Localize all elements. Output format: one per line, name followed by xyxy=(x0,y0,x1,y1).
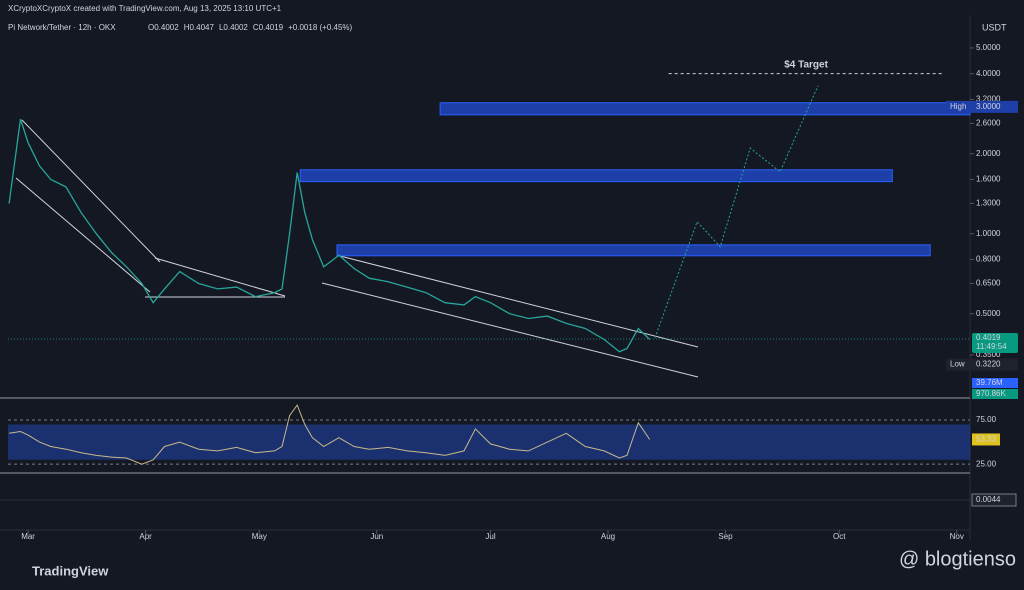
y-tick-label: 0.5000 xyxy=(976,309,1001,318)
y-tick-label: 1.6000 xyxy=(976,175,1001,184)
x-tick-label: Aug xyxy=(601,532,615,541)
volume-tag xyxy=(972,389,1018,399)
low-value: 0.3220 xyxy=(976,360,1001,369)
y-tick-label: 2.0000 xyxy=(976,149,1001,158)
price-tag-label: 0.4019 xyxy=(976,333,1001,342)
y-tick-label: 4.0000 xyxy=(976,69,1001,78)
volume-label: 970.86K xyxy=(976,389,1006,398)
watermark: @ blogtienso xyxy=(899,548,1016,570)
macd-last: 0.0044 xyxy=(976,495,1001,504)
countdown: 11:49:54 xyxy=(976,342,1007,351)
x-tick-label: Apr xyxy=(139,532,152,541)
high-label: High xyxy=(950,102,966,111)
ohlc-value: L0.4002 xyxy=(219,23,248,32)
y-tick-label: 0.6500 xyxy=(976,279,1001,288)
ohlc-value: H0.4047 xyxy=(184,23,215,32)
rsi-tick-label: 75.00 xyxy=(976,415,997,424)
high-value: 3.0000 xyxy=(976,102,1001,111)
ohlc-value: C0.4019 xyxy=(253,23,284,32)
resistance-zone xyxy=(336,244,931,257)
y-tick-label: 0.8000 xyxy=(976,255,1001,264)
y-tick-label: 1.3000 xyxy=(976,199,1001,208)
x-tick-label: Jun xyxy=(370,532,383,541)
x-tick-label: Sep xyxy=(718,532,733,541)
x-tick-label: Oct xyxy=(833,532,846,541)
ohlc-value: O0.4002 xyxy=(148,23,179,32)
low-label: Low xyxy=(950,360,965,369)
projection-line xyxy=(654,85,819,338)
y-tick-label: 2.6000 xyxy=(976,119,1001,128)
currency: USDT xyxy=(982,22,1007,32)
rsi-tag xyxy=(972,433,1000,446)
x-tick-label: May xyxy=(252,532,267,541)
price-line xyxy=(8,118,651,353)
ohlc-value: +0.0018 (+0.45%) xyxy=(288,23,352,32)
price-tag xyxy=(972,332,1018,353)
rsi-line xyxy=(9,404,651,465)
x-tick-label: Nov xyxy=(950,532,964,541)
x-tick-label: Jul xyxy=(485,532,495,541)
rsi-last: 53.33 xyxy=(976,435,997,444)
y-tick-label: 0.3500 xyxy=(976,350,1001,359)
target-label: $4 Target xyxy=(784,59,828,70)
y-tick-label: 1.0000 xyxy=(976,229,1001,238)
resistance-zone xyxy=(299,169,893,183)
y-tick-label: 3.2000 xyxy=(976,95,1001,104)
symbol: Pi Network/Tether · 12h · OKX xyxy=(8,23,116,32)
resistance-zone xyxy=(439,102,971,116)
low-tag-bg xyxy=(946,358,1018,371)
credit: XCryptoXCryptoX created with TradingView… xyxy=(8,4,282,13)
x-tick-label: Mar xyxy=(21,532,35,541)
high-tag-bg xyxy=(946,100,1018,113)
macd-tag xyxy=(971,493,1017,507)
brand: TradingView xyxy=(32,563,109,578)
y-tick-label: 5.0000 xyxy=(976,43,1001,52)
rsi-tick-label: 25.00 xyxy=(976,459,997,468)
volume-label: 39.76M xyxy=(976,378,1003,387)
volume-tag xyxy=(972,378,1018,388)
trendlines xyxy=(15,119,699,378)
